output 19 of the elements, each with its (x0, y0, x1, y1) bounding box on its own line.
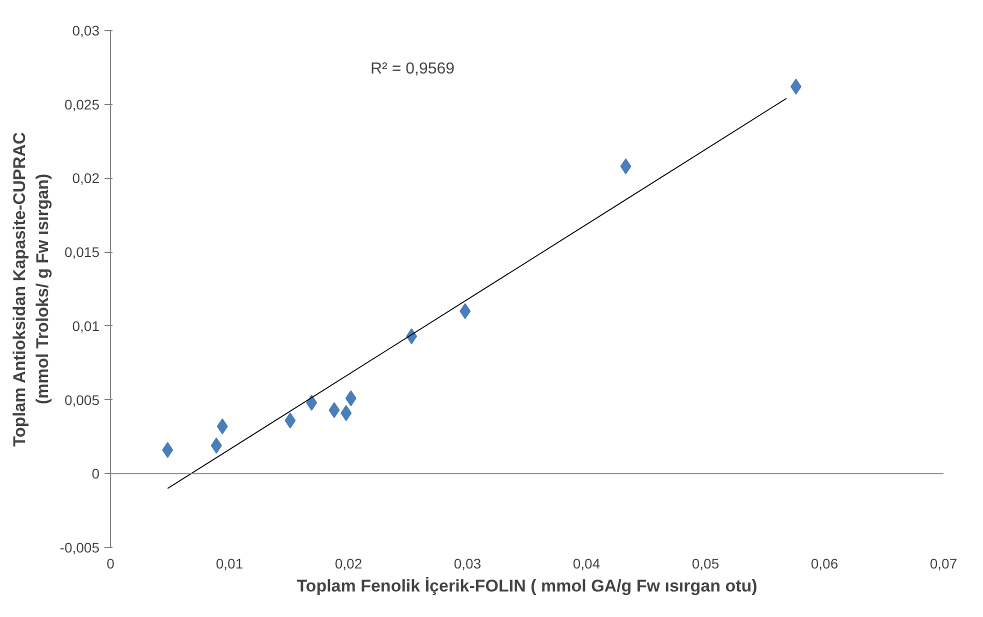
x-axis-title: Toplam Fenolik İçerik-FOLIN ( mmol GA/g Fw ısırgan otu) (296, 576, 758, 596)
x-tick-label: 0,04 (572, 556, 600, 572)
y-axis-title: Toplam Antioksidan Kapasite-CUPRAC (mmol Troloks/ g Fw ısırgan) (10, 132, 52, 447)
x-tick-label: 0,03 (454, 556, 482, 572)
y-tick-label: 0,02 (72, 170, 100, 186)
x-tick-label: 0,07 (930, 556, 958, 572)
x-tick-label: 0,05 (692, 556, 720, 572)
x-tick-label: 0,02 (334, 556, 362, 572)
annotation: R² = 0,9569 (370, 60, 455, 78)
y-tick-label: 0 (92, 466, 100, 482)
x-tick-label: 0,01 (216, 556, 244, 572)
y-tick-label: 0,025 (64, 96, 100, 112)
y-tick-label: 0,01 (72, 318, 100, 334)
x-tick-label: 0,06 (810, 556, 838, 572)
y-tick-label: 0,015 (64, 244, 100, 260)
y-tick-label: -0,005 (60, 540, 100, 556)
y-tick-label: 0,005 (64, 392, 100, 408)
x-tick-label: 0 (106, 556, 115, 572)
y-tick-label: 0,03 (72, 22, 100, 38)
